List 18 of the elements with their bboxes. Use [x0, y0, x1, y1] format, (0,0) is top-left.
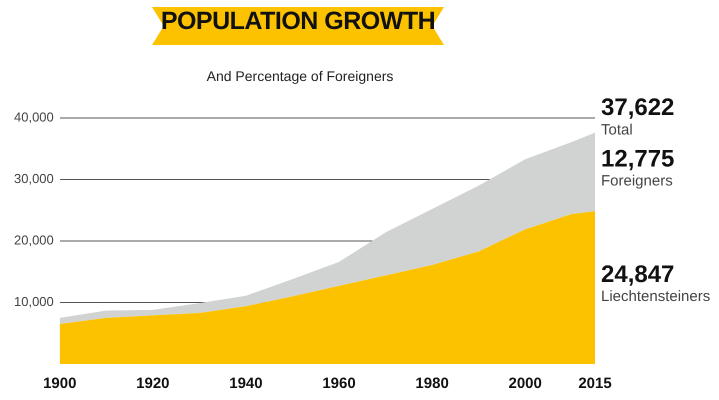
x-tick-label: 1920: [136, 375, 170, 392]
chart-subtitle: And Percentage of Foreigners: [206, 68, 394, 84]
y-tick-label: 40,000: [14, 110, 54, 125]
x-tick-label: 1960: [322, 375, 356, 392]
x-tick-label: 1900: [43, 375, 76, 392]
annotation: Total: [601, 121, 633, 138]
x-tick-label: 1980: [415, 375, 449, 392]
y-tick-label: 20,000: [14, 232, 54, 248]
annotation: 37,622: [601, 94, 674, 122]
y-tick-label: 10,000: [14, 294, 54, 310]
x-tick-label: 2000: [508, 375, 542, 392]
series-label: Liechtensteiners: [601, 288, 710, 306]
y-tick-label: 30,000: [14, 171, 54, 186]
data-label: 12,775: [601, 146, 674, 173]
x-tick-label: 1940: [229, 375, 263, 392]
x-tick-label: 2015: [578, 375, 612, 392]
series-label: Foreigners: [601, 172, 673, 190]
data-label: 24,847: [601, 261, 674, 288]
